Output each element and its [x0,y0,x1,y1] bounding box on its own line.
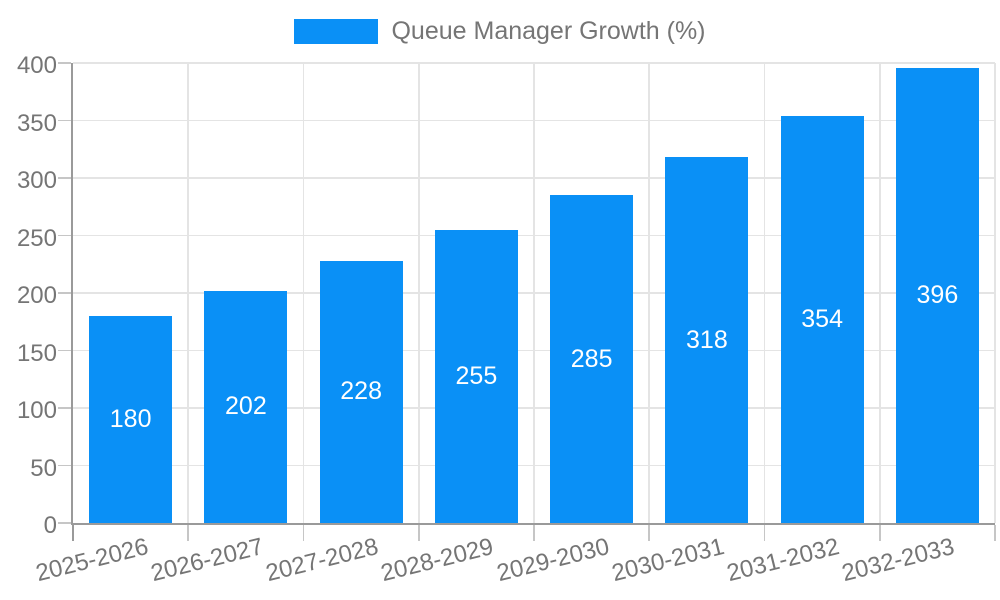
bar-2026-2027[interactable]: 202 [204,290,288,523]
bar-value-label: 354 [801,304,843,333]
x-axis-tick [994,525,996,541]
y-axis-tick [58,119,71,122]
x-gridline [417,63,420,523]
x-axis-tick [533,525,535,541]
x-axis-tick [302,525,305,541]
bar-value-label: 180 [109,405,152,433]
bar-value-label: 202 [225,392,267,421]
y-axis-tick [58,464,71,467]
x-gridline [302,63,305,523]
x-gridline [763,63,766,523]
x-gridline [994,63,996,523]
bar-2025-2026[interactable]: 180 [89,316,173,523]
y-axis-tick-label: 200 [16,282,57,309]
y-axis-tick [58,62,71,64]
y-axis-tick [58,522,71,524]
y-axis-tick-label: 250 [16,224,57,252]
bar-2032-2033[interactable]: 396 [895,67,979,523]
y-axis-tick [58,177,71,179]
x-axis-tick [72,525,74,541]
bar-2027-2028[interactable]: 228 [319,260,403,523]
bar-value-label: 285 [570,344,613,373]
y-axis-tick-label: 100 [16,397,57,424]
bar-2029-2030[interactable]: 285 [550,195,634,523]
y-axis-tick-label: 300 [16,167,57,194]
x-gridline [878,63,881,523]
bar-value-label: 396 [916,280,959,309]
x-axis-tick [187,525,190,541]
y-axis-tick [58,234,71,237]
x-axis-tick [763,525,766,541]
x-axis-tick [648,525,651,541]
bar-value-label: 318 [686,325,728,354]
legend-swatch [294,19,379,45]
y-axis-tick-label: 350 [16,109,57,137]
y-axis-tick [58,349,71,352]
y-axis-tick-label: 50 [30,454,57,482]
legend-label: Queue Manager Growth (%) [391,17,706,45]
y-axis-tick [58,407,71,409]
y-axis-tick-label: 400 [16,52,57,79]
legend-item-queue-manager-growth[interactable]: Queue Manager Growth (%) [294,17,706,46]
bar-2031-2032[interactable]: 354 [780,115,864,523]
bar-value-label: 255 [455,361,498,390]
bar-2028-2029[interactable]: 255 [434,229,518,523]
x-gridline [648,63,651,523]
x-axis-tick [417,525,420,541]
y-axis-tick [58,292,71,294]
bar-2030-2031[interactable]: 318 [665,157,749,523]
plot-area: 180 202 228 255 285 318 354 396 [71,62,996,525]
bar-value-label: 228 [340,377,382,406]
legend: Queue Manager Growth (%) [0,17,1000,46]
y-axis-tick-label: 150 [16,339,57,367]
x-gridline [187,63,190,523]
x-axis-tick [878,525,881,541]
x-gridline [533,63,535,523]
y-axis-tick-label: 0 [43,512,57,539]
